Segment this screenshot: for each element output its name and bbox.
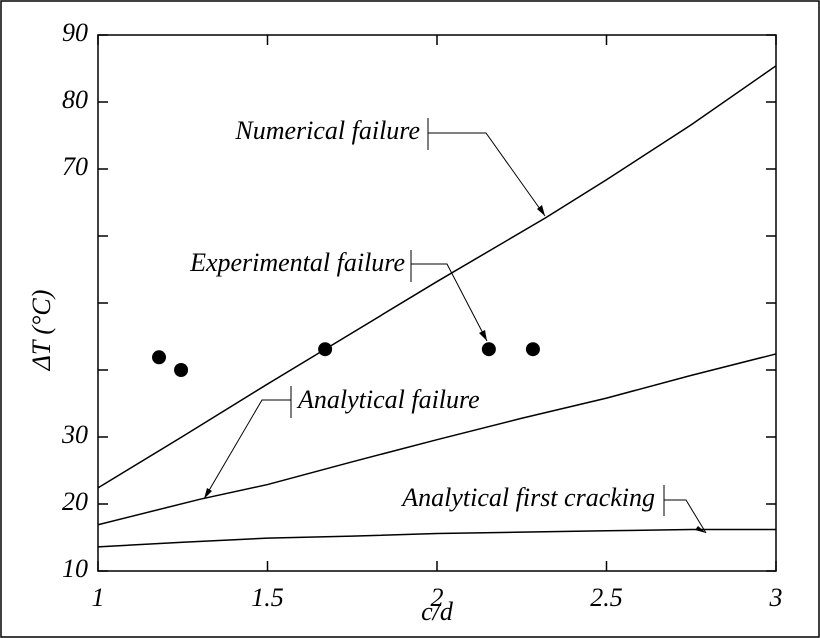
point	[525, 342, 540, 357]
point	[174, 363, 189, 377]
y-tick-label: 30	[61, 420, 88, 449]
arrowhead	[204, 488, 212, 499]
y-axis-label: ΔT (°C)	[27, 290, 56, 372]
line	[97, 65, 777, 489]
line	[97, 353, 777, 526]
leader	[663, 485, 707, 534]
y-tick-label: 20	[62, 487, 88, 516]
x-tick-label: 2	[431, 583, 444, 612]
annotation: Analytical failure	[296, 385, 480, 414]
arrowhead	[537, 205, 545, 216]
line	[97, 528, 776, 548]
leader	[203, 386, 292, 500]
leader	[410, 250, 488, 342]
point	[318, 342, 333, 357]
annotation: Analytical first cracking	[400, 483, 655, 512]
point	[481, 342, 496, 357]
x-tick-label: 1.5	[251, 583, 284, 612]
y-tick-label: 10	[62, 554, 88, 583]
x-tick-label: 1	[92, 583, 105, 612]
leader	[427, 118, 546, 217]
annotation: Numerical failure	[234, 116, 420, 145]
x-tick-label: 2.5	[590, 583, 623, 612]
y-tick-label: 90	[62, 18, 88, 47]
x-axis-label: c/d	[421, 597, 454, 626]
x-tick-label: 3	[769, 583, 783, 612]
y-tick-label: 70	[62, 152, 88, 181]
arrowhead	[479, 330, 487, 341]
point	[152, 350, 167, 365]
annotation: Experimental failure	[189, 248, 405, 277]
y-tick-label: 80	[62, 85, 88, 114]
